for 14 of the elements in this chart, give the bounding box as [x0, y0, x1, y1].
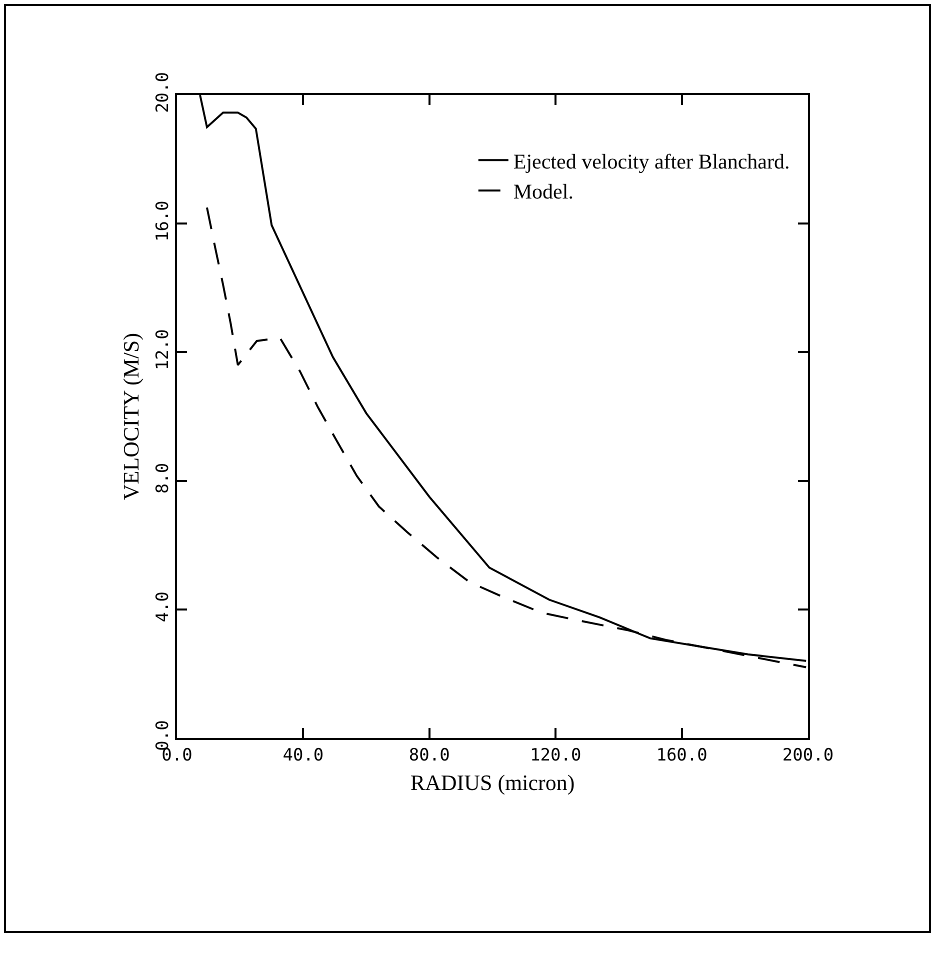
y-tick-label: 4.0 — [153, 591, 174, 622]
x-tick-label: 200.0 — [782, 745, 834, 766]
y-tick-label: 16.0 — [153, 200, 174, 242]
x-tick-label: 160.0 — [656, 745, 708, 766]
y-tick-label: 12.0 — [153, 329, 174, 370]
y-tick-label: 20.0 — [153, 72, 174, 113]
legend-label: Model. — [513, 180, 574, 204]
x-tick-label: 40.0 — [282, 745, 324, 766]
x-axis-title: RADIUS (micron) — [410, 770, 575, 795]
y-tick-label: 8.0 — [153, 462, 174, 494]
y-axis-title: VELOCITY (M/S) — [118, 332, 144, 500]
x-tick-label: 80.0 — [408, 745, 450, 766]
legend-label: Ejected velocity after Blanchard. — [513, 149, 790, 174]
x-tick-label: 120.0 — [530, 745, 582, 766]
